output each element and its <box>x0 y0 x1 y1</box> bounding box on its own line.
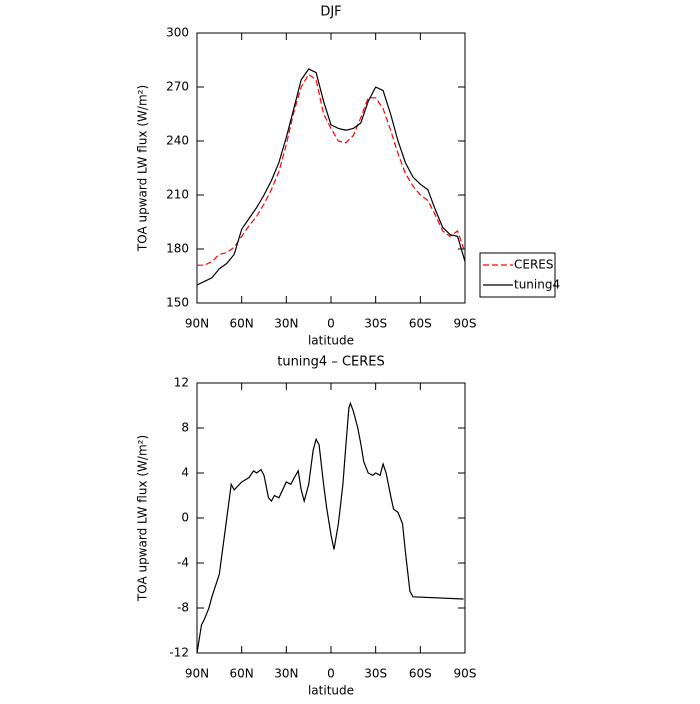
data-line <box>196 68 466 286</box>
y-tick-label: 270 <box>166 80 189 94</box>
y-tick-label: 8 <box>181 421 189 435</box>
chart-title: tuning4 – CERES <box>277 355 385 370</box>
x-tick-label: 30N <box>274 317 298 331</box>
x-tick-label: 90S <box>454 317 477 331</box>
plot-frame <box>196 382 466 654</box>
chart-title: DJF <box>320 5 341 20</box>
x-tick-label: 90N <box>185 317 209 331</box>
y-tick-label: 0 <box>181 511 189 525</box>
y-tick-label: -8 <box>177 601 189 615</box>
x-tick-label: 60S <box>409 667 432 681</box>
legend-label: tuning4 <box>514 278 560 292</box>
plot-frame <box>196 32 466 304</box>
x-tick-label: 60N <box>230 317 254 331</box>
x-tick-label: 30S <box>364 317 387 331</box>
y-tick-label: 4 <box>181 466 189 480</box>
y-axis-label: TOA upward LW flux (W/m²) <box>136 435 150 602</box>
x-axis-label: latitude <box>308 684 354 698</box>
y-tick-label: 150 <box>166 296 189 310</box>
x-tick-label: 0 <box>327 317 335 331</box>
legend-box <box>479 252 556 298</box>
x-axis-label: latitude <box>308 334 354 348</box>
data-line <box>196 401 464 654</box>
x-tick-label: 0 <box>327 667 335 681</box>
y-tick-label: 300 <box>166 26 189 40</box>
x-tick-label: 30N <box>274 667 298 681</box>
y-tick-label: -4 <box>177 556 189 570</box>
y-tick-label: 180 <box>166 242 189 256</box>
x-tick-label: 60N <box>230 667 254 681</box>
y-tick-label: 240 <box>166 134 189 148</box>
y-tick-label: 210 <box>166 188 189 202</box>
y-tick-label: 12 <box>174 376 189 390</box>
y-axis-label: TOA upward LW flux (W/m²) <box>136 85 150 252</box>
y-tick-label: -12 <box>169 646 189 660</box>
data-line <box>197 73 466 266</box>
x-tick-label: 90S <box>454 667 477 681</box>
x-tick-label: 90N <box>185 667 209 681</box>
x-tick-label: 30S <box>364 667 387 681</box>
x-tick-label: 60S <box>409 317 432 331</box>
legend-label: CERES <box>514 258 554 272</box>
